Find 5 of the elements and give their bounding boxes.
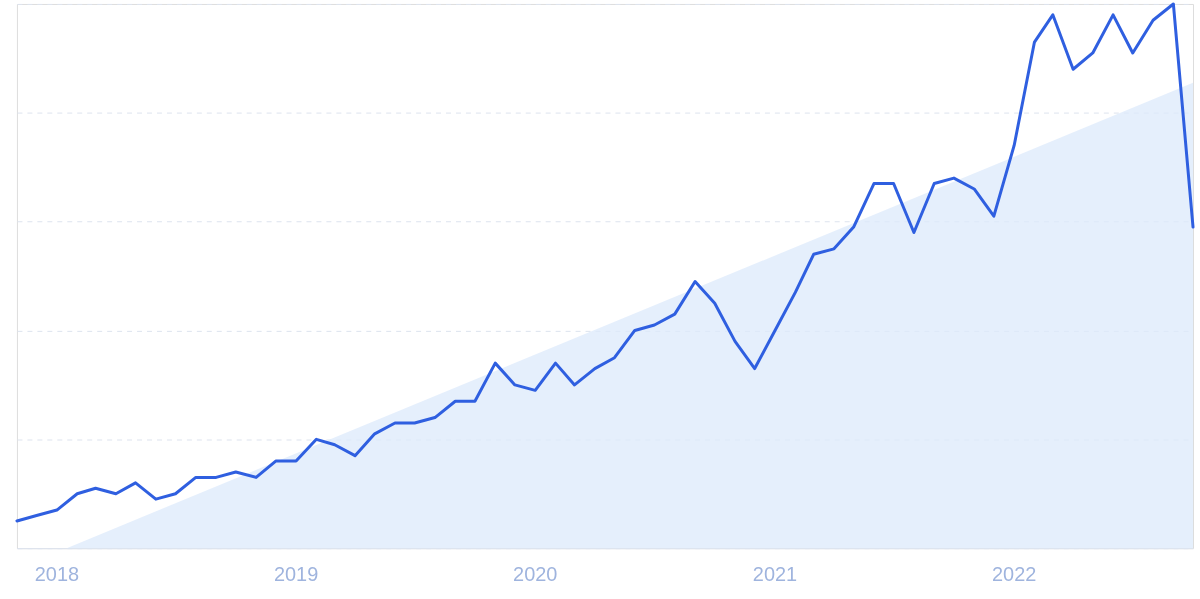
x-tick-label: 2021 [752,563,798,586]
x-tick-label: 2019 [273,563,319,586]
x-tick-label: 2020 [513,563,558,586]
x-tick-label: 2018 [34,563,80,586]
x-tick-label: 2022 [991,563,1037,586]
